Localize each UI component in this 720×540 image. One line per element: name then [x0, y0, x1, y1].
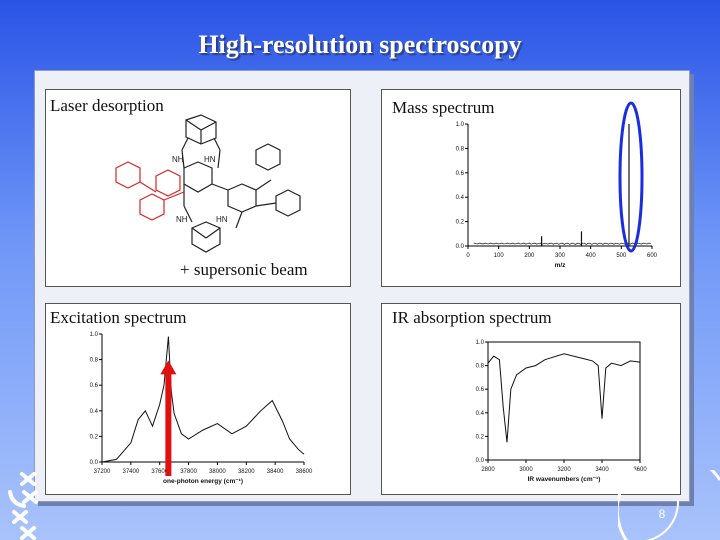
highlight-arrow-head — [160, 360, 177, 375]
x-tick-label: 3200 — [557, 467, 571, 473]
mass-spectrum-box: Mass spectrum 0 100 200 300 400 500 600 0.0 0.2 0… — [381, 89, 681, 287]
page-number: 8 — [658, 507, 666, 521]
y-tick-label: 1.0 — [476, 340, 485, 346]
y-tick-label: 0.8 — [456, 146, 465, 152]
y-tick-label: 0.2 — [476, 434, 485, 440]
y-tick-label: 1.0 — [456, 122, 465, 128]
excitation-spectrum-chart: 37200 37400 37600 37800 38000 38200 38400 38600… — [90, 332, 313, 485]
x-tick-label: 38200 — [238, 469, 255, 475]
y-tick-label: 1.0 — [90, 332, 99, 338]
x-tick-label: 37200 — [94, 469, 111, 475]
y-tick-label: 0.4 — [90, 409, 99, 415]
y-tick-label: 0.0 — [476, 458, 485, 464]
supersonic-beam-label: + supersonic beam — [180, 260, 308, 279]
mass-spectrum-label: Mass spectrum — [392, 98, 495, 117]
svg-text:NH: NH — [172, 155, 184, 164]
x-tick-label: 100 — [494, 253, 505, 259]
logo-icon — [8, 472, 38, 540]
y-tick-label: 0.4 — [456, 195, 465, 201]
ir-trace — [487, 353, 641, 443]
y-tick-label: 0.6 — [90, 383, 99, 389]
slide-title: High-resolution spectroscopy — [198, 30, 522, 59]
x-tick-label: 38600 — [296, 469, 313, 475]
excitation-spectrum-label: Excitation spectrum — [50, 308, 187, 327]
y-tick-label: 0.8 — [90, 358, 99, 364]
x-tick-label: 2800 — [481, 467, 495, 473]
corner-arc-decoration — [618, 470, 720, 540]
excitation-trace — [101, 336, 305, 463]
x-axis-label: IR wavenumbers (cm⁻¹) — [528, 476, 601, 483]
mass-spectrum-chart: 0 100 200 300 400 500 600 0.0 0.2 0.4 0.6 0.8 1.0 m/z — [456, 101, 658, 269]
x-tick-label: 37400 — [123, 469, 140, 475]
laser-desorption-label: Laser desorption — [50, 96, 164, 115]
svg-text:HN: HN — [216, 215, 228, 224]
y-tick-label: 0.8 — [476, 364, 485, 370]
y-tick-label: 0.2 — [456, 220, 465, 226]
x-axis-label: one-photon energy (cm⁻¹) — [163, 478, 243, 485]
plot-frame — [487, 341, 641, 461]
x-tick-label: 38400 — [267, 469, 284, 475]
x-tick-label: 3400 — [595, 467, 609, 473]
laser-desorption-box: Laser desorption — [45, 89, 351, 287]
ir-spectrum-chart: 2800 3000 3200 3400 3600 0.0 0.2 0.4 0.6 0.8 1.0 IR… — [476, 340, 648, 483]
x-tick-label: 300 — [555, 253, 566, 259]
highlight-arrow-shaft — [165, 372, 172, 476]
x-tick-label: 600 — [647, 253, 658, 259]
excitation-spectrum-box: Excitation spectrum 37200 37400 37600 37800… — [45, 303, 351, 495]
x-tick-label: 400 — [586, 253, 597, 259]
svg-text:HN: HN — [204, 155, 216, 164]
y-tick-label: 0.4 — [476, 411, 485, 417]
x-tick-label: 500 — [616, 253, 627, 259]
content-panel: Laser desorption — [34, 70, 690, 502]
highlight-ellipse — [618, 101, 644, 253]
svg-text:NH: NH — [176, 215, 188, 224]
x-tick-label: 3000 — [519, 467, 533, 473]
x-tick-label: 37600 — [151, 469, 168, 475]
y-tick-label: 0.6 — [476, 387, 485, 393]
y-tick-label: 0.6 — [456, 171, 465, 177]
y-tick-label: 0.0 — [90, 460, 99, 466]
x-tick-label: 37800 — [180, 469, 197, 475]
x-tick-label: 3600 — [633, 467, 647, 473]
baseline-trace — [473, 242, 651, 246]
x-tick-label: 38000 — [209, 469, 226, 475]
y-tick-label: 0.0 — [456, 244, 465, 250]
molecule-structure-icon: NH HN NH HN — [115, 114, 301, 253]
y-tick-label: 0.2 — [90, 434, 99, 440]
ir-spectrum-label: IR absorption spectrum — [392, 308, 552, 327]
x-tick-label: 200 — [524, 253, 535, 259]
x-axis-label: m/z — [555, 262, 567, 269]
ir-spectrum-box: IR absorption spectrum 2800 3000 3200 3400 3… — [381, 303, 681, 495]
x-tick-label: 0 — [466, 253, 470, 259]
